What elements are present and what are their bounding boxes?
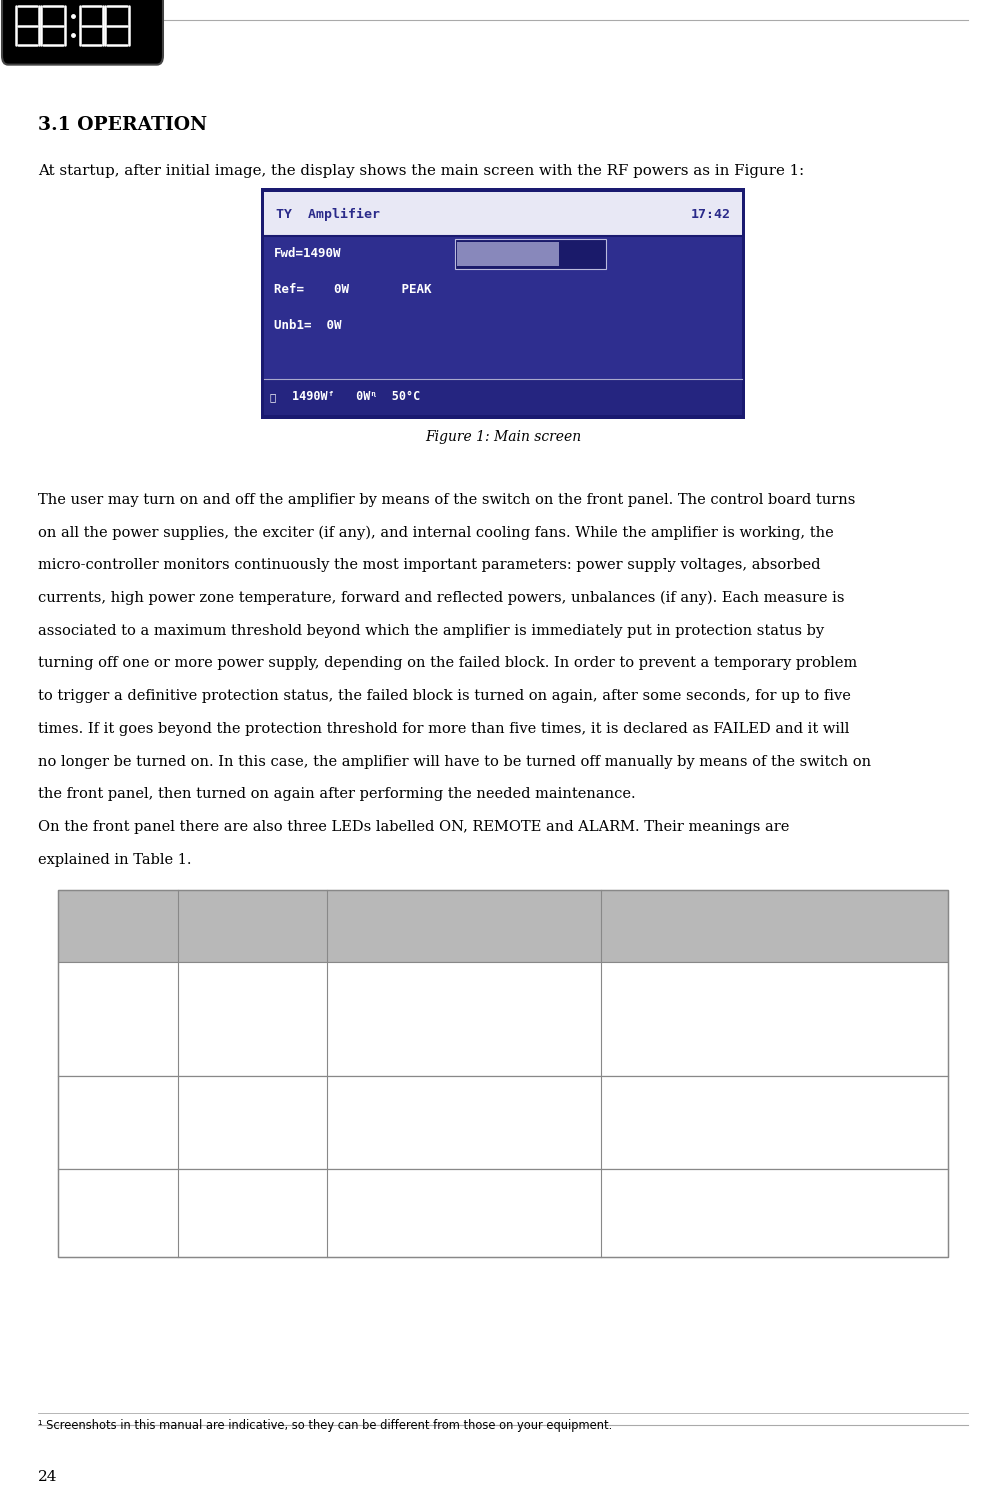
Bar [264, 379, 742, 415]
Text: the front panel, then turned on again after performing the needed maintenance.: the front panel, then turned on again af… [38, 788, 636, 801]
Text: On the front panel there are also three LEDs labelled ON, REMOTE and ALARM. Thei: On the front panel there are also three … [38, 821, 790, 834]
Text: 17:42: 17:42 [690, 207, 730, 221]
Bar [58, 890, 948, 962]
Bar [457, 242, 559, 266]
FancyBboxPatch shape [2, 0, 163, 65]
Text: Green: Green [232, 1013, 273, 1025]
Text: The user may turn on and off the amplifier by means of the switch on the front p: The user may turn on and off the amplifi… [38, 493, 855, 507]
Text: associated to a maximum threshold beyond which the amplifier is immediately put : associated to a maximum threshold beyond… [38, 624, 824, 637]
Text: The  amplifier has  been turned  on
locally but it has been turned off by
remote: The amplifier has been turned on locally… [655, 995, 893, 1043]
Text: turning off one or more power supply, depending on the failed block. In order to: turning off one or more power supply, de… [38, 657, 857, 670]
Text: 24: 24 [38, 1470, 57, 1483]
Text: 1490Wᶠ   0Wᶯ  50°C: 1490Wᶠ 0Wᶯ 50°C [292, 391, 420, 403]
Text: Remote control is
enabled: Remote control is enabled [403, 1108, 524, 1138]
Text: to trigger a definitive protection status, the failed block is turned on again, : to trigger a definitive protection statu… [38, 690, 851, 703]
Bar [58, 1076, 948, 1169]
Text: Unb1=  0W: Unb1= 0W [274, 319, 341, 332]
Text: MEANING WHEN BLINKING: MEANING WHEN BLINKING [680, 920, 869, 932]
Text: Figure 1: Main screen: Figure 1: Main screen [425, 430, 581, 443]
Text: It never blinks: It never blinks [726, 1117, 822, 1129]
Text: micro-controller monitors continuously the most important parameters: power supp: micro-controller monitors continuously t… [38, 559, 821, 573]
Bar [264, 192, 742, 236]
Bar [261, 188, 745, 419]
Text: on all the power supplies, the exciter (if any), and internal cooling fans. Whil: on all the power supplies, the exciter (… [38, 526, 834, 540]
Text: explained in Table 1.: explained in Table 1. [38, 852, 192, 867]
Text: Ref=    0W       PEAK: Ref= 0W PEAK [274, 283, 432, 296]
Text: ¹ Screenshots in this manual are indicative, so they can be different from those: ¹ Screenshots in this manual are indicat… [38, 1419, 613, 1432]
Text: Yellow: Yellow [231, 1117, 273, 1129]
Text: MEANING: MEANING [431, 920, 498, 932]
Text: Red: Red [239, 1207, 265, 1219]
Text: LED: LED [105, 920, 132, 932]
Text: TY  Amplifier: TY Amplifier [276, 207, 379, 221]
Bar [58, 962, 948, 1076]
Text: 3.1 OPERATION: 3.1 OPERATION [38, 116, 207, 134]
Bar [455, 239, 606, 269]
Bar [264, 236, 742, 415]
Text: At startup, after initial image, the display shows the main screen with the RF p: At startup, after initial image, the dis… [38, 164, 805, 177]
Text: An alarm is present: An alarm is present [398, 1207, 529, 1219]
Text: times. If it goes beyond the protection threshold for more than five times, it i: times. If it goes beyond the protection … [38, 721, 850, 736]
Text: ON: ON [108, 1013, 128, 1025]
Text: no longer be turned on. In this case, the amplifier will have to be turned off m: no longer be turned on. In this case, th… [38, 755, 871, 768]
Text: It never blinks: It never blinks [726, 1207, 822, 1219]
Text: ⚿: ⚿ [270, 392, 276, 401]
Text: REMOTE: REMOTE [91, 1117, 146, 1129]
Text: ALARM: ALARM [95, 1207, 141, 1219]
Bar [58, 890, 948, 1257]
Bar [58, 1169, 948, 1257]
Text: Fwd=1490W: Fwd=1490W [274, 246, 341, 260]
Text: The amplifier is on: The amplifier is on [401, 1013, 526, 1025]
Text: currents, high power zone temperature, forward and reflected powers, unbalances : currents, high power zone temperature, f… [38, 591, 845, 606]
Text: COLOUR: COLOUR [223, 920, 282, 932]
Text: Table 1: Meanings of the three LEDs on the front panel: Table 1: Meanings of the three LEDs on t… [288, 1208, 718, 1222]
